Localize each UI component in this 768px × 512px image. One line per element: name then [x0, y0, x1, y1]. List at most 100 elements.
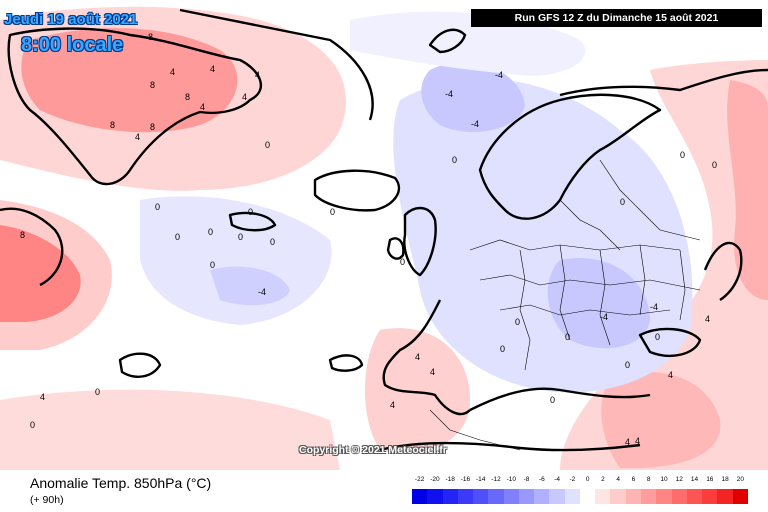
greenland-coast [7, 27, 262, 186]
contour-label: 8 [148, 32, 153, 42]
contour-label: 4 [255, 70, 260, 80]
legend-label: 20 [736, 476, 744, 483]
contour-label: 0 [620, 197, 625, 207]
legend-swatch [671, 489, 687, 504]
mediterranean-north [469, 387, 651, 412]
europe-west-coast [382, 299, 471, 416]
contour-label: 4 [668, 370, 673, 380]
legend-swatch [610, 489, 626, 504]
contour-label: 4 [40, 392, 45, 402]
warm-area-east [560, 60, 768, 470]
contour-label: 4 [430, 367, 435, 377]
svalbard-coast [428, 28, 467, 54]
legend-swatch [442, 489, 458, 504]
legend-label: 8 [646, 476, 651, 483]
contour-label: 8 [185, 92, 190, 102]
legend-label: -14 [476, 476, 486, 483]
contour-label: 4 [705, 314, 710, 324]
contour-label: 0 [452, 155, 457, 165]
legend-swatch [702, 489, 718, 504]
contour-label: 0 [270, 237, 275, 247]
legend-label: -20 [430, 476, 440, 483]
footer: Anomalie Temp. 850hPa (°C) (+ 90h) -22 -2… [0, 470, 768, 512]
legend-swatch [564, 489, 580, 504]
legend-swatch [503, 489, 519, 504]
contour-label: -4 [650, 302, 658, 312]
contour-label: 0 [400, 257, 405, 267]
contour-label: 0 [515, 317, 520, 327]
legend-label: -18 [445, 476, 455, 483]
model-run-banner: Run GFS 12 Z du Dimanche 15 août 2021 [471, 9, 762, 27]
map-area: 8 4 4 8 8 4 8 4 0 4 8 4 0 0 0 0 0 0 -4 -4 -4 -4 0 0 0 0 4 4 0 0 0 4 4 4 0 0… [0, 6, 768, 470]
contour-label: 4 [635, 436, 640, 446]
contour-label: 0 [208, 227, 213, 237]
legend-label: 4 [616, 476, 620, 483]
contour-label: 4 [415, 352, 420, 362]
legend-swatch [412, 489, 428, 504]
contour-label: 0 [330, 207, 335, 217]
cold-core-atlantic [210, 266, 290, 306]
contour-label: 4 [200, 102, 205, 112]
legend-swatch [732, 489, 748, 504]
legend-label: -22 [414, 476, 425, 483]
iceland-coast [313, 169, 401, 212]
contour-label: 0 [655, 332, 660, 342]
contour-label: 4 [210, 64, 215, 74]
cold-area-atlantic [140, 196, 332, 325]
legend-swatch [717, 489, 733, 504]
contour-label: 0 [680, 150, 685, 160]
country-borders [429, 159, 701, 451]
contour-label: 0 [550, 395, 555, 405]
contour-label: 4 [625, 437, 630, 447]
cold-core-scandinavia [421, 62, 525, 133]
legend-label: -16 [460, 476, 471, 483]
contour-label: -4 [445, 89, 453, 99]
contour-label: -4 [471, 119, 479, 129]
contour-label: 0 [175, 232, 180, 242]
legend-label: 14 [690, 476, 699, 483]
legend-swatch [656, 489, 672, 504]
legend-label: 6 [631, 476, 636, 483]
legend-label: 2 [601, 476, 605, 483]
legend-swatch [579, 489, 596, 504]
forecast-date: Jeudi 19 août 2021 [4, 11, 138, 28]
copyright-notice: Copyright © 2021 Meteociel.fr [299, 444, 447, 456]
warm-core-atlantic-west [0, 225, 81, 322]
lead-time: (+ 90h) [30, 494, 64, 506]
contour-label: 0 [95, 387, 100, 397]
legend-swatch [427, 489, 443, 504]
legend-swatch [625, 489, 641, 504]
contour-label: 0 [30, 420, 35, 430]
newfoundland [118, 352, 162, 378]
black-sea [638, 327, 702, 357]
legend-swatch [549, 489, 565, 504]
contour-label: 8 [20, 230, 25, 240]
contour-label: 0 [565, 332, 570, 342]
caspian-region [703, 241, 743, 301]
legend-label: 18 [721, 476, 729, 483]
contour-label: 8 [150, 80, 155, 90]
legend-color-bar [412, 489, 748, 504]
cold-area-north [350, 11, 586, 76]
legend-swatch [488, 489, 504, 504]
coastlines [0, 8, 768, 452]
british-isles [403, 206, 437, 277]
legend-swatch [534, 489, 550, 504]
contour-label: 8 [150, 122, 155, 132]
legend-swatch [686, 489, 703, 504]
contour-label: 4 [390, 400, 395, 410]
legend-swatch [640, 489, 657, 504]
russia-coast [559, 68, 768, 97]
forecast-local-time: 8:00 locale [21, 34, 124, 56]
legend-label: 16 [706, 476, 714, 483]
legend-label: -2 [569, 476, 576, 483]
contour-label: -4 [495, 70, 503, 80]
legend-swatch [473, 489, 489, 504]
legend-label: 0 [585, 476, 590, 483]
canada-east [0, 207, 64, 287]
color-legend: -22 -20 -18 -16 -14 -12 -10 -8 -6 -4 -2 0 2 4 6 8 10 12 14… [412, 476, 748, 504]
contour-label: 0 [265, 140, 270, 150]
contour-label: 0 [712, 160, 717, 170]
